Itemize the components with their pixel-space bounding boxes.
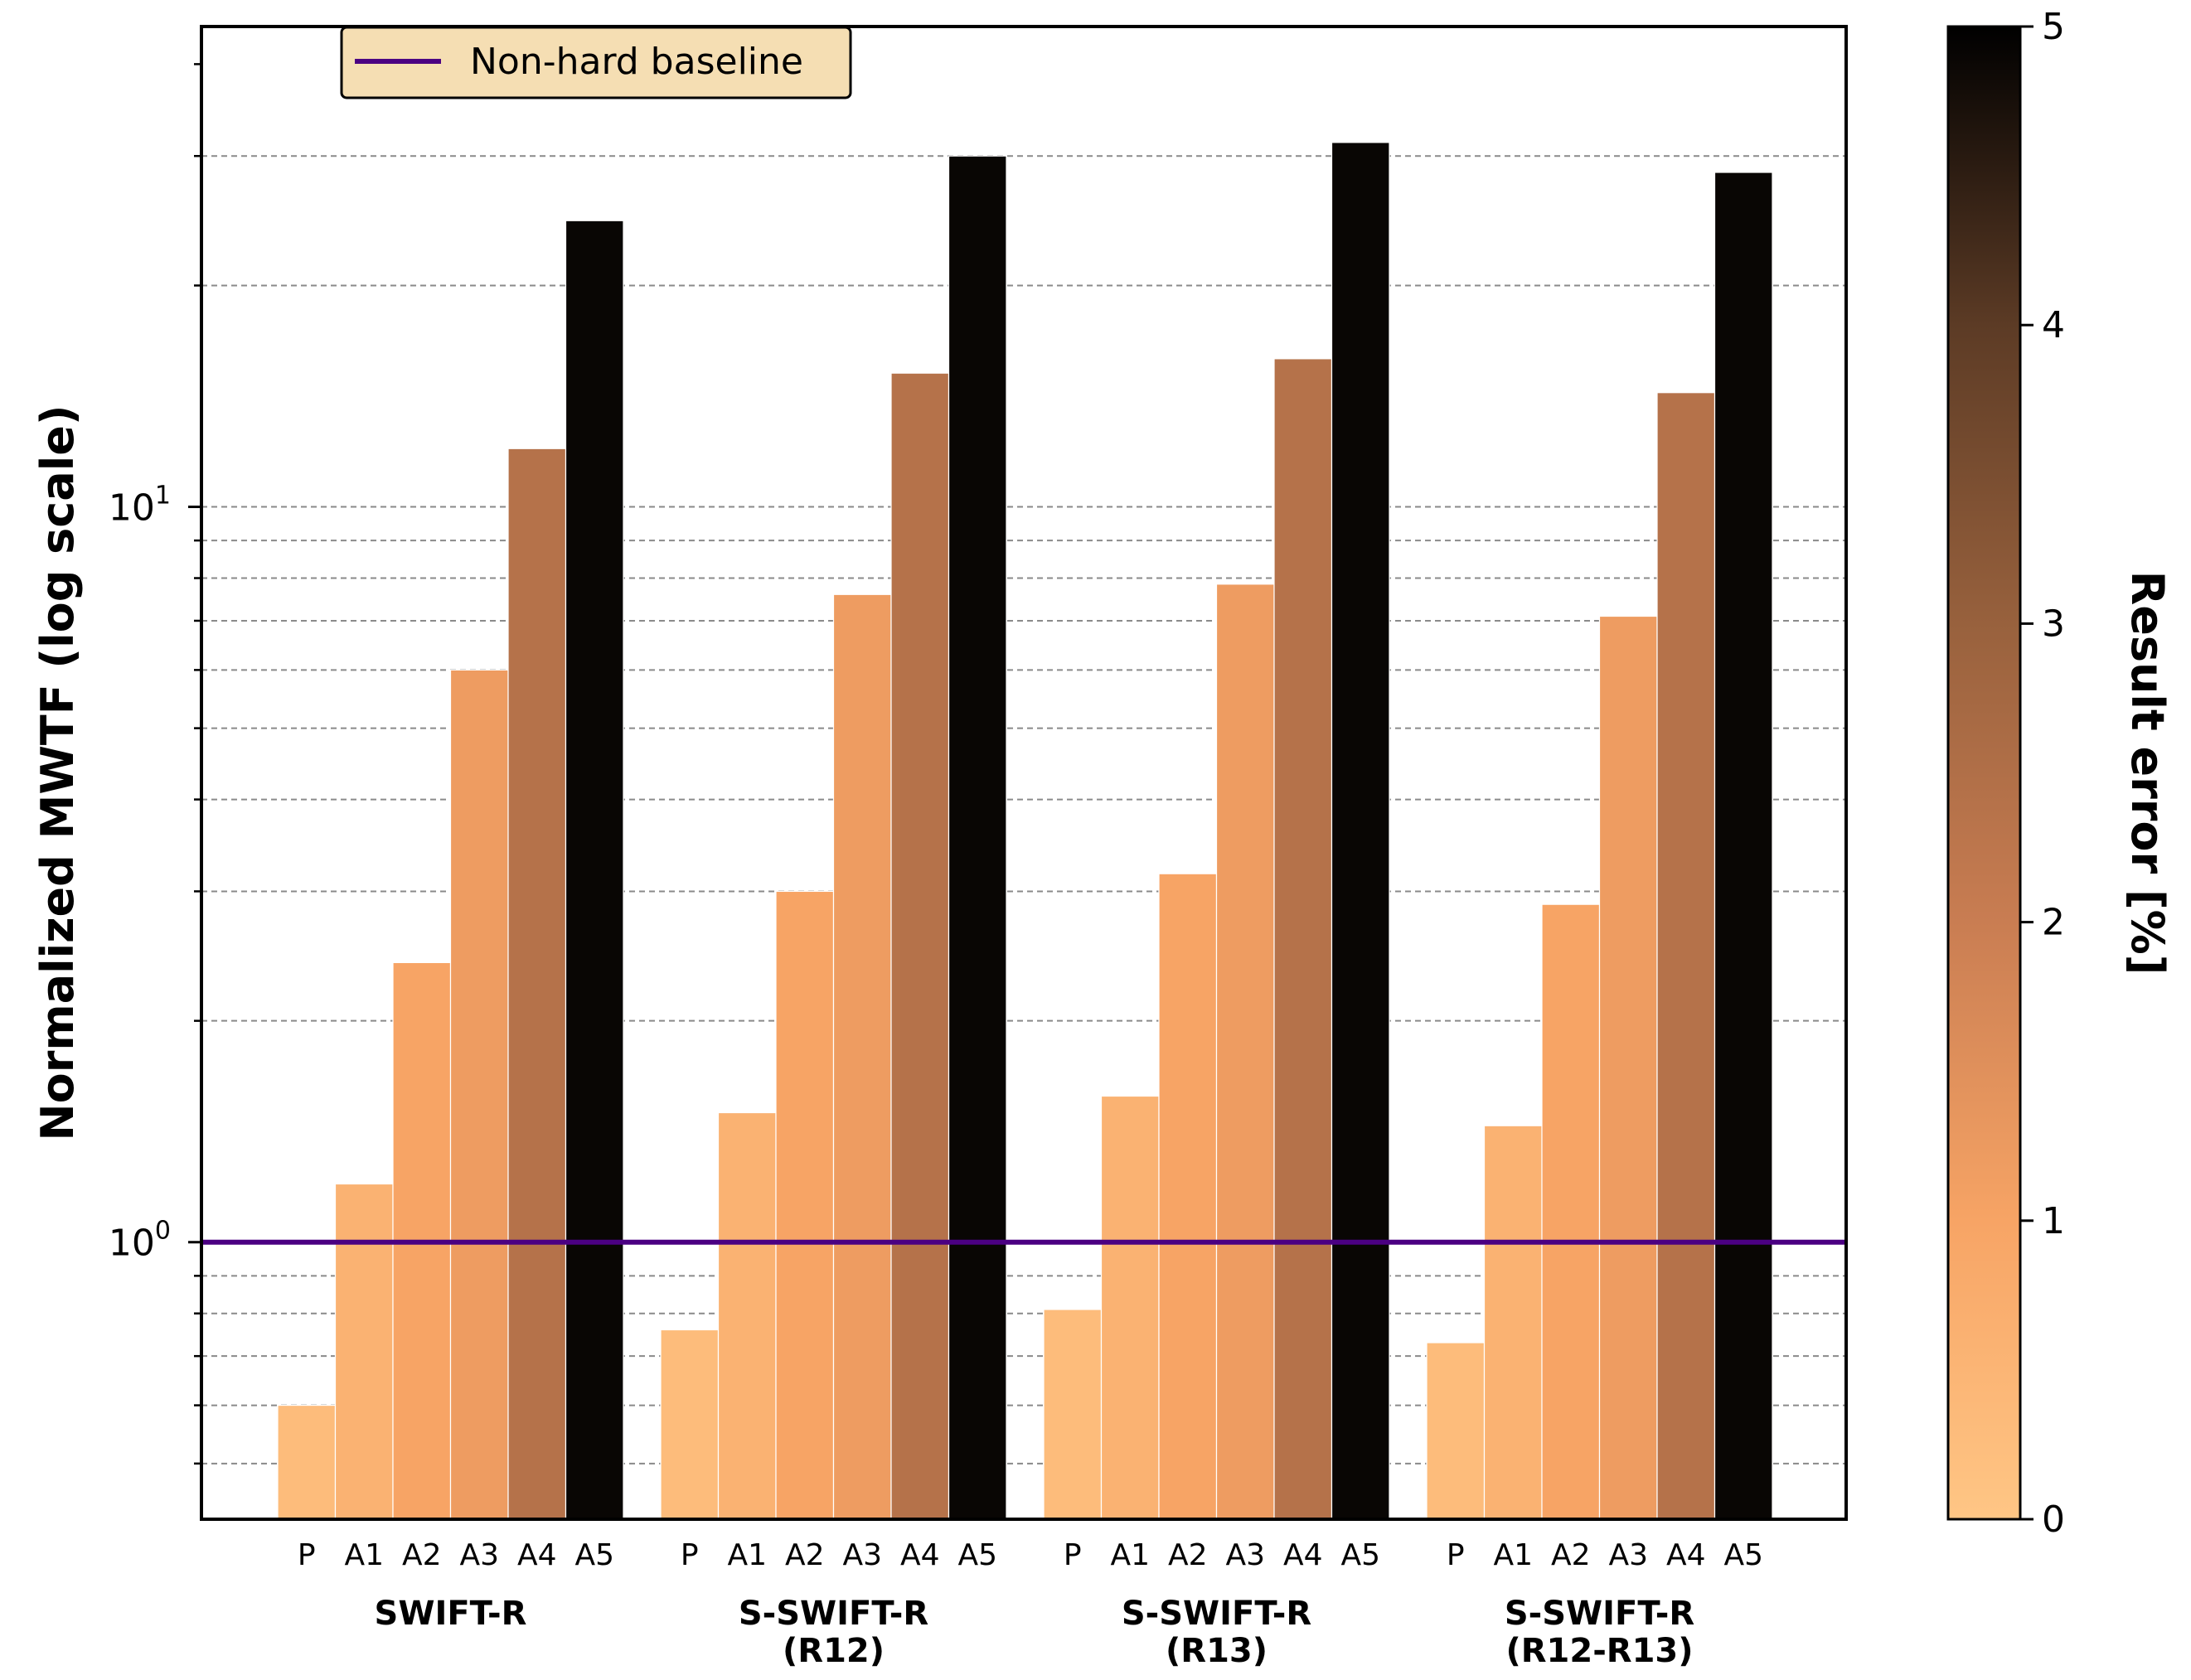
- bar: [890, 372, 950, 1520]
- bar-tick-label: A2: [1551, 1538, 1591, 1572]
- legend-box: [340, 26, 852, 99]
- bar: [565, 220, 624, 1520]
- legend: Non-hard baseline: [340, 26, 852, 99]
- bar-tick-label: A4: [517, 1538, 557, 1572]
- bar-tick-label: P: [1447, 1538, 1465, 1572]
- bar-tick-label: A2: [1168, 1538, 1208, 1572]
- bar: [948, 155, 1007, 1520]
- bar: [660, 1329, 720, 1520]
- bars: [277, 142, 1773, 1520]
- y-tick-label: 101: [109, 482, 171, 530]
- bar-tick-label: A3: [842, 1538, 882, 1572]
- bar: [1215, 583, 1275, 1520]
- bar-tick-label: A4: [1666, 1538, 1706, 1572]
- y-axis: 100 101: [109, 63, 201, 1465]
- bar-tick-label: A4: [900, 1538, 940, 1572]
- bar: [1598, 615, 1658, 1520]
- colorbar-tick-label: 4: [2042, 304, 2065, 346]
- bar: [1483, 1125, 1543, 1520]
- colorbar-tick-label: 1: [2042, 1200, 2065, 1242]
- plot-frame: [200, 25, 1848, 1521]
- bar-tick-label: P: [298, 1538, 316, 1572]
- bar-tick-label: A2: [785, 1538, 825, 1572]
- bar: [1541, 903, 1601, 1520]
- bar-tick-label: A1: [1493, 1538, 1533, 1572]
- colorbar-label: Result error [%]: [2121, 571, 2174, 976]
- colorbar-tick-label: 5: [2042, 6, 2065, 48]
- bar: [1426, 1342, 1486, 1520]
- bar-tick-label: A1: [1110, 1538, 1150, 1572]
- bar-tick-label: A5: [957, 1538, 997, 1572]
- colorbar-gradient: [1946, 25, 2022, 1521]
- group-label: (R12): [783, 1632, 885, 1670]
- bar: [1100, 1095, 1160, 1520]
- bar: [1273, 358, 1333, 1520]
- bar-tick-label: A3: [459, 1538, 499, 1572]
- bar-tick-label: A2: [402, 1538, 442, 1572]
- colorbar-ticks: 0 1 2 3 4 5: [2020, 6, 2065, 1541]
- colorbar-tick-label: 3: [2042, 603, 2065, 645]
- colorbar-tick-label: 0: [2042, 1498, 2065, 1541]
- group-label: (R12-R13): [1505, 1632, 1693, 1670]
- y-axis-label: Normalized MWTF (log scale): [32, 404, 84, 1140]
- bar-tick-label: A1: [344, 1538, 384, 1572]
- bar-tick-label: A3: [1608, 1538, 1648, 1572]
- bar: [1158, 873, 1218, 1520]
- group-label: S-SWIFT-R: [739, 1595, 928, 1633]
- bar-tick-label: A5: [574, 1538, 614, 1572]
- y-tick-label: 100: [109, 1217, 171, 1265]
- bar: [832, 593, 892, 1520]
- bar-tick-label: A3: [1225, 1538, 1265, 1572]
- bar-tick-label: A5: [1340, 1538, 1380, 1572]
- bar-tick-label: P: [681, 1538, 699, 1572]
- colorbar-tick-label: 2: [2042, 902, 2065, 944]
- bar-tick-label: A5: [1723, 1538, 1763, 1572]
- legend-baseline-label: Non-hard baseline: [470, 41, 803, 83]
- bar: [449, 669, 509, 1520]
- bar: [1331, 142, 1390, 1520]
- bar: [775, 890, 835, 1520]
- bar: [1714, 172, 1773, 1520]
- bar: [1656, 392, 1716, 1520]
- group-label: (R13): [1166, 1632, 1268, 1670]
- group-label: S-SWIFT-R: [1122, 1595, 1311, 1633]
- group-label: S-SWIFT-R: [1505, 1595, 1694, 1633]
- bar: [717, 1111, 777, 1520]
- group-label: SWIFT-R: [375, 1595, 527, 1633]
- bar: [277, 1404, 337, 1520]
- bar-tick-label: A4: [1283, 1538, 1323, 1572]
- bar: [1043, 1309, 1103, 1520]
- colorbar: 0 1 2 3 4 5 Result error [%]: [1946, 6, 2174, 1541]
- bar-tick-label: P: [1064, 1538, 1082, 1572]
- bar: [334, 1183, 394, 1520]
- bar-tick-label: A1: [727, 1538, 767, 1572]
- bar: [507, 448, 567, 1520]
